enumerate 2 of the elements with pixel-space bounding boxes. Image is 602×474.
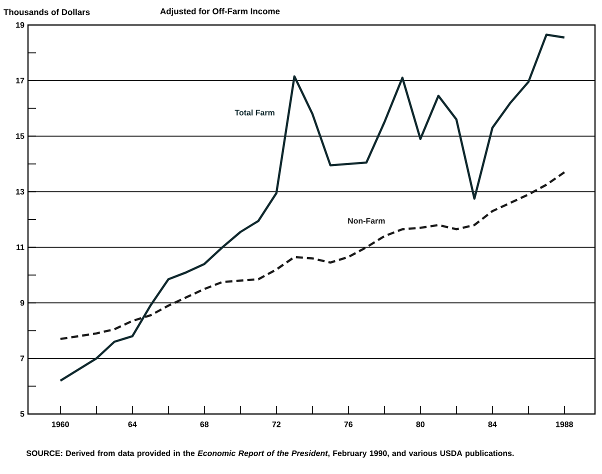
- y-axis-title: Thousands of Dollars: [4, 8, 90, 16]
- chart-title: Adjusted for Off-Farm Income: [160, 8, 280, 16]
